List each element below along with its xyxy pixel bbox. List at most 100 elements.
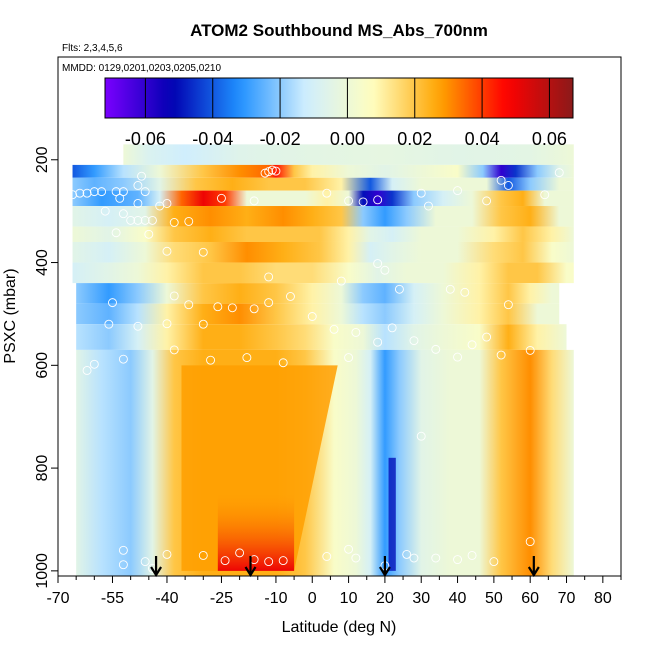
heatmap-row — [72, 190, 574, 207]
colorbar-tick-label: -0.06 — [125, 129, 166, 149]
sample-marker — [133, 215, 143, 225]
sample-marker — [169, 218, 179, 227]
sample-marker — [162, 319, 172, 329]
heatmap-row — [72, 164, 574, 178]
x-tick-label: 80 — [594, 590, 612, 607]
sample-marker — [137, 171, 146, 181]
heatmap-row — [76, 283, 560, 304]
sample-marker — [489, 557, 499, 567]
sample-marker — [467, 340, 477, 350]
sample-marker — [144, 229, 154, 239]
sample-marker — [118, 354, 128, 364]
colorbar-tick-label: 0.02 — [397, 129, 432, 149]
sample-marker — [217, 193, 226, 203]
sample-marker — [496, 175, 506, 185]
sample-marker — [453, 186, 462, 196]
x-tick-label: 0 — [308, 590, 317, 607]
y-tick-label: 600 — [34, 352, 51, 379]
sample-marker — [336, 276, 346, 286]
x-tick-label: -55 — [101, 590, 124, 607]
sample-marker — [235, 548, 245, 558]
sample-marker — [111, 187, 121, 197]
heatmap-row — [76, 303, 560, 325]
colorbar-ticks: -0.06 -0.04 -0.02 0.00 0.02 0.04 0.06 — [125, 78, 567, 149]
sample-marker — [100, 206, 110, 216]
sample-marker — [249, 304, 259, 314]
y-tick-label: 400 — [34, 249, 51, 276]
sample-marker — [409, 336, 419, 346]
sample-marker — [416, 188, 426, 198]
sample-marker — [467, 550, 477, 560]
sample-marker — [540, 190, 550, 200]
sample-marker — [344, 196, 354, 206]
sample-marker — [380, 265, 390, 275]
x-tick-label: 50 — [485, 590, 503, 607]
dates-label: MMDD: 0129,0201,0203,0205,0210 — [62, 63, 221, 74]
flight-arrow — [150, 556, 163, 578]
sample-marker — [344, 544, 354, 554]
x-axis-label: Latitude (deg N) — [282, 619, 397, 636]
sample-marker — [133, 321, 143, 331]
sample-marker — [140, 215, 150, 225]
heatmap-row — [76, 324, 567, 350]
sample-marker — [162, 199, 172, 208]
colorbar-gradient — [104, 77, 574, 119]
sample-marker — [184, 300, 194, 310]
sample-marker — [169, 291, 179, 301]
sample-marker — [227, 303, 237, 313]
sample-marker — [82, 366, 92, 375]
sample-marker — [554, 168, 564, 178]
y-tick-label: 1000 — [34, 553, 51, 589]
sample-marker — [104, 319, 114, 329]
arrow-head — [150, 566, 163, 578]
sample-marker — [278, 556, 288, 566]
x-tick-label: -10 — [264, 590, 287, 607]
x-tick-label: 20 — [376, 590, 394, 607]
sample-marker — [249, 196, 259, 206]
sample-marker — [198, 319, 208, 329]
sample-marker — [394, 284, 404, 294]
flight-arrow — [244, 556, 257, 578]
sample-marker — [162, 246, 172, 256]
sample-marker — [351, 553, 361, 563]
heatmap-row — [72, 206, 574, 227]
sample-marker — [140, 187, 150, 197]
flight-arrow — [527, 556, 540, 578]
x-axis: -70 -55 -40 -25 -10 0 10 20 30 40 50 60 70 80 — [46, 576, 622, 607]
sample-marker — [133, 199, 143, 208]
y-tick-label: 200 — [34, 146, 51, 173]
sample-marker — [126, 215, 136, 225]
sample-marker — [453, 352, 462, 362]
sample-marker — [118, 560, 128, 570]
sample-marker — [431, 553, 441, 563]
sample-marker — [140, 557, 150, 567]
sample-marker — [97, 187, 107, 197]
sample-marker — [264, 298, 274, 308]
sample-marker — [424, 201, 433, 211]
arrow-head — [378, 566, 391, 578]
arrow-head — [244, 566, 257, 578]
sample-marker — [242, 353, 252, 363]
sample-marker — [75, 188, 85, 198]
sample-marker — [213, 302, 223, 312]
sample-marker — [416, 431, 426, 441]
arrow-layer — [150, 556, 540, 578]
sample-marker — [402, 549, 412, 559]
sample-marker — [286, 292, 295, 301]
sample-marker — [482, 332, 492, 342]
sample-marker — [198, 247, 208, 257]
sample-marker — [373, 195, 383, 205]
sample-marker — [329, 324, 339, 334]
sample-marker — [68, 190, 77, 200]
sample-marker — [409, 553, 419, 563]
sample-marker — [460, 287, 470, 297]
colorbar-tick-label: -0.04 — [192, 129, 233, 149]
y-axis: 200 400 600 800 1000 — [34, 146, 58, 589]
sample-marker — [322, 188, 332, 198]
sample-marker — [220, 556, 230, 566]
x-tick-label: -70 — [46, 590, 69, 607]
sample-marker — [89, 359, 99, 369]
sample-marker — [482, 196, 492, 206]
y-tick-label: 800 — [34, 455, 51, 482]
colorbar-tick-label: 0.00 — [330, 129, 365, 149]
